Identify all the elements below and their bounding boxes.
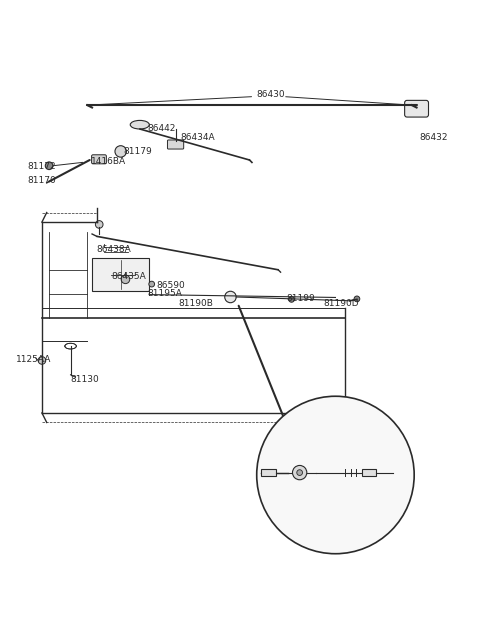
- Text: 81199: 81199: [287, 294, 315, 303]
- Circle shape: [115, 145, 126, 157]
- Text: 81195A: 81195A: [147, 289, 182, 298]
- Text: 1416BA: 1416BA: [91, 157, 126, 166]
- Circle shape: [38, 357, 46, 364]
- Text: 86432: 86432: [419, 133, 447, 142]
- Text: 86434A: 86434A: [180, 133, 215, 142]
- Circle shape: [297, 470, 302, 476]
- FancyBboxPatch shape: [362, 469, 376, 476]
- Text: 81179: 81179: [123, 147, 152, 156]
- Circle shape: [354, 296, 360, 302]
- Ellipse shape: [130, 121, 149, 129]
- FancyBboxPatch shape: [92, 155, 107, 164]
- Text: 86442: 86442: [147, 124, 175, 133]
- Text: 81190B: 81190B: [178, 298, 213, 308]
- FancyBboxPatch shape: [168, 140, 184, 149]
- Text: 81190B: 81190B: [263, 476, 297, 485]
- FancyBboxPatch shape: [405, 100, 429, 117]
- Circle shape: [149, 281, 155, 287]
- Text: 86438A: 86438A: [97, 245, 132, 254]
- Circle shape: [225, 291, 236, 303]
- Text: 81172: 81172: [28, 162, 56, 171]
- Text: 81190D: 81190D: [324, 298, 359, 308]
- Text: 81130: 81130: [71, 375, 99, 384]
- Circle shape: [257, 396, 414, 554]
- Circle shape: [292, 465, 307, 480]
- Text: 86435A: 86435A: [111, 272, 146, 281]
- Text: 1125AA: 1125AA: [16, 355, 51, 364]
- Circle shape: [121, 275, 130, 284]
- FancyBboxPatch shape: [262, 469, 276, 476]
- Text: 81170: 81170: [28, 176, 56, 185]
- FancyBboxPatch shape: [92, 258, 149, 291]
- Circle shape: [288, 297, 294, 302]
- Text: 81190D: 81190D: [345, 460, 381, 469]
- Circle shape: [45, 162, 53, 170]
- Circle shape: [96, 220, 103, 228]
- Text: 86430: 86430: [257, 90, 285, 99]
- Text: 86590: 86590: [156, 281, 185, 290]
